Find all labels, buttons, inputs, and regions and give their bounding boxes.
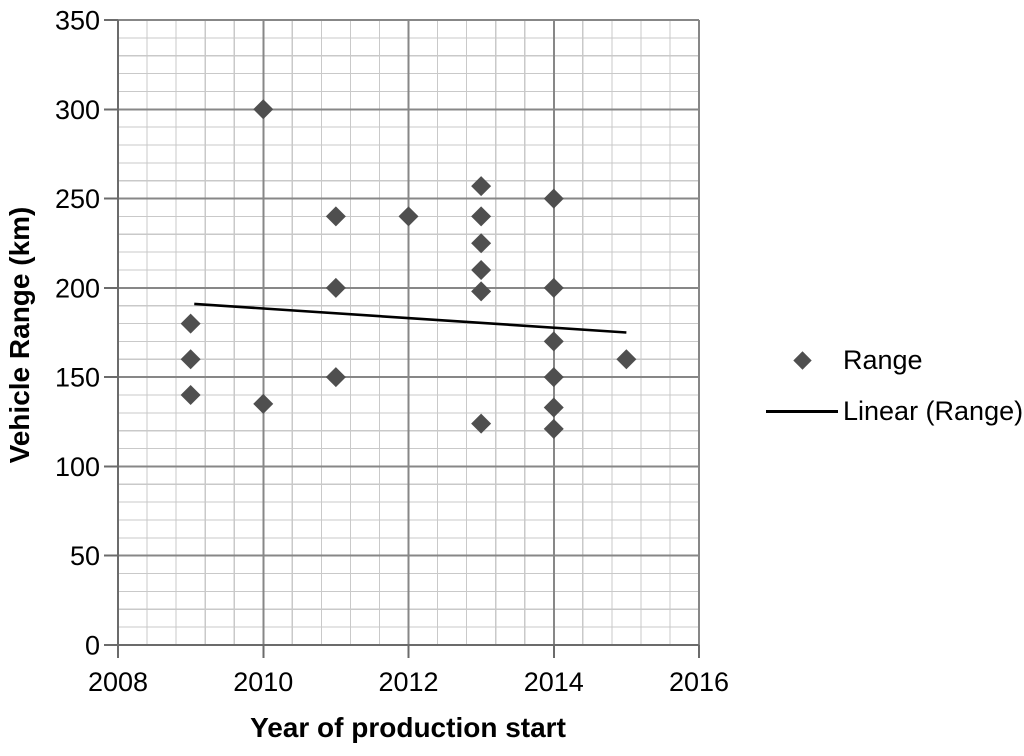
- x-tick-label: 2010: [233, 667, 293, 697]
- y-tick-label: 350: [55, 6, 100, 36]
- data-point-range: [616, 349, 637, 370]
- x-tick-label: 2008: [88, 667, 148, 697]
- y-tick-label: 300: [55, 95, 100, 125]
- y-tick-label: 250: [55, 184, 100, 214]
- data-point-range: [398, 206, 419, 227]
- legend-swatch-area: [766, 394, 838, 428]
- legend-label-range: Range: [843, 344, 923, 375]
- legend-entry-range: Range: [766, 343, 1023, 377]
- data-point-range: [180, 313, 201, 334]
- data-point-range: [325, 206, 346, 227]
- data-point-range: [471, 206, 492, 227]
- x-axis-title: Year of production start: [250, 712, 566, 743]
- data-point-range: [471, 413, 492, 434]
- y-axis-title: Vehicle Range (km): [4, 206, 35, 464]
- data-point-range: [471, 281, 492, 302]
- data-point-range: [325, 367, 346, 388]
- data-point-range: [543, 277, 564, 298]
- y-tick-label: 200: [55, 273, 100, 303]
- legend-swatch-area: [766, 343, 838, 377]
- y-tick-label: 150: [55, 363, 100, 393]
- y-tick-label: 100: [55, 452, 100, 482]
- data-point-range: [253, 99, 274, 120]
- trendline-swatch-icon: [766, 409, 838, 413]
- data-point-range: [180, 385, 201, 405]
- data-point-range: [471, 260, 492, 280]
- legend-label-linear-range: Linear (Range): [843, 395, 1024, 426]
- data-point-range: [180, 349, 201, 370]
- y-tick-label: 50: [70, 541, 100, 571]
- data-point-range: [543, 188, 564, 209]
- x-tick-label: 2016: [669, 667, 729, 697]
- y-tick-label: 0: [85, 631, 100, 661]
- data-point-range: [253, 393, 274, 414]
- legend-entry-linear-range: Linear (Range): [766, 394, 1023, 428]
- legend: Range Linear (Range): [766, 343, 1023, 428]
- data-point-range: [471, 233, 492, 254]
- data-point-range: [543, 331, 564, 352]
- data-point-range: [471, 176, 492, 197]
- data-point-range: [543, 397, 564, 418]
- x-tick-label: 2012: [378, 667, 438, 697]
- data-point-range: [543, 418, 564, 439]
- data-point-range: [543, 367, 564, 388]
- diamond-marker-icon: [792, 350, 812, 370]
- data-point-range: [325, 277, 346, 298]
- trendline-linear-range: [194, 302, 627, 334]
- x-tick-label: 2014: [524, 667, 584, 697]
